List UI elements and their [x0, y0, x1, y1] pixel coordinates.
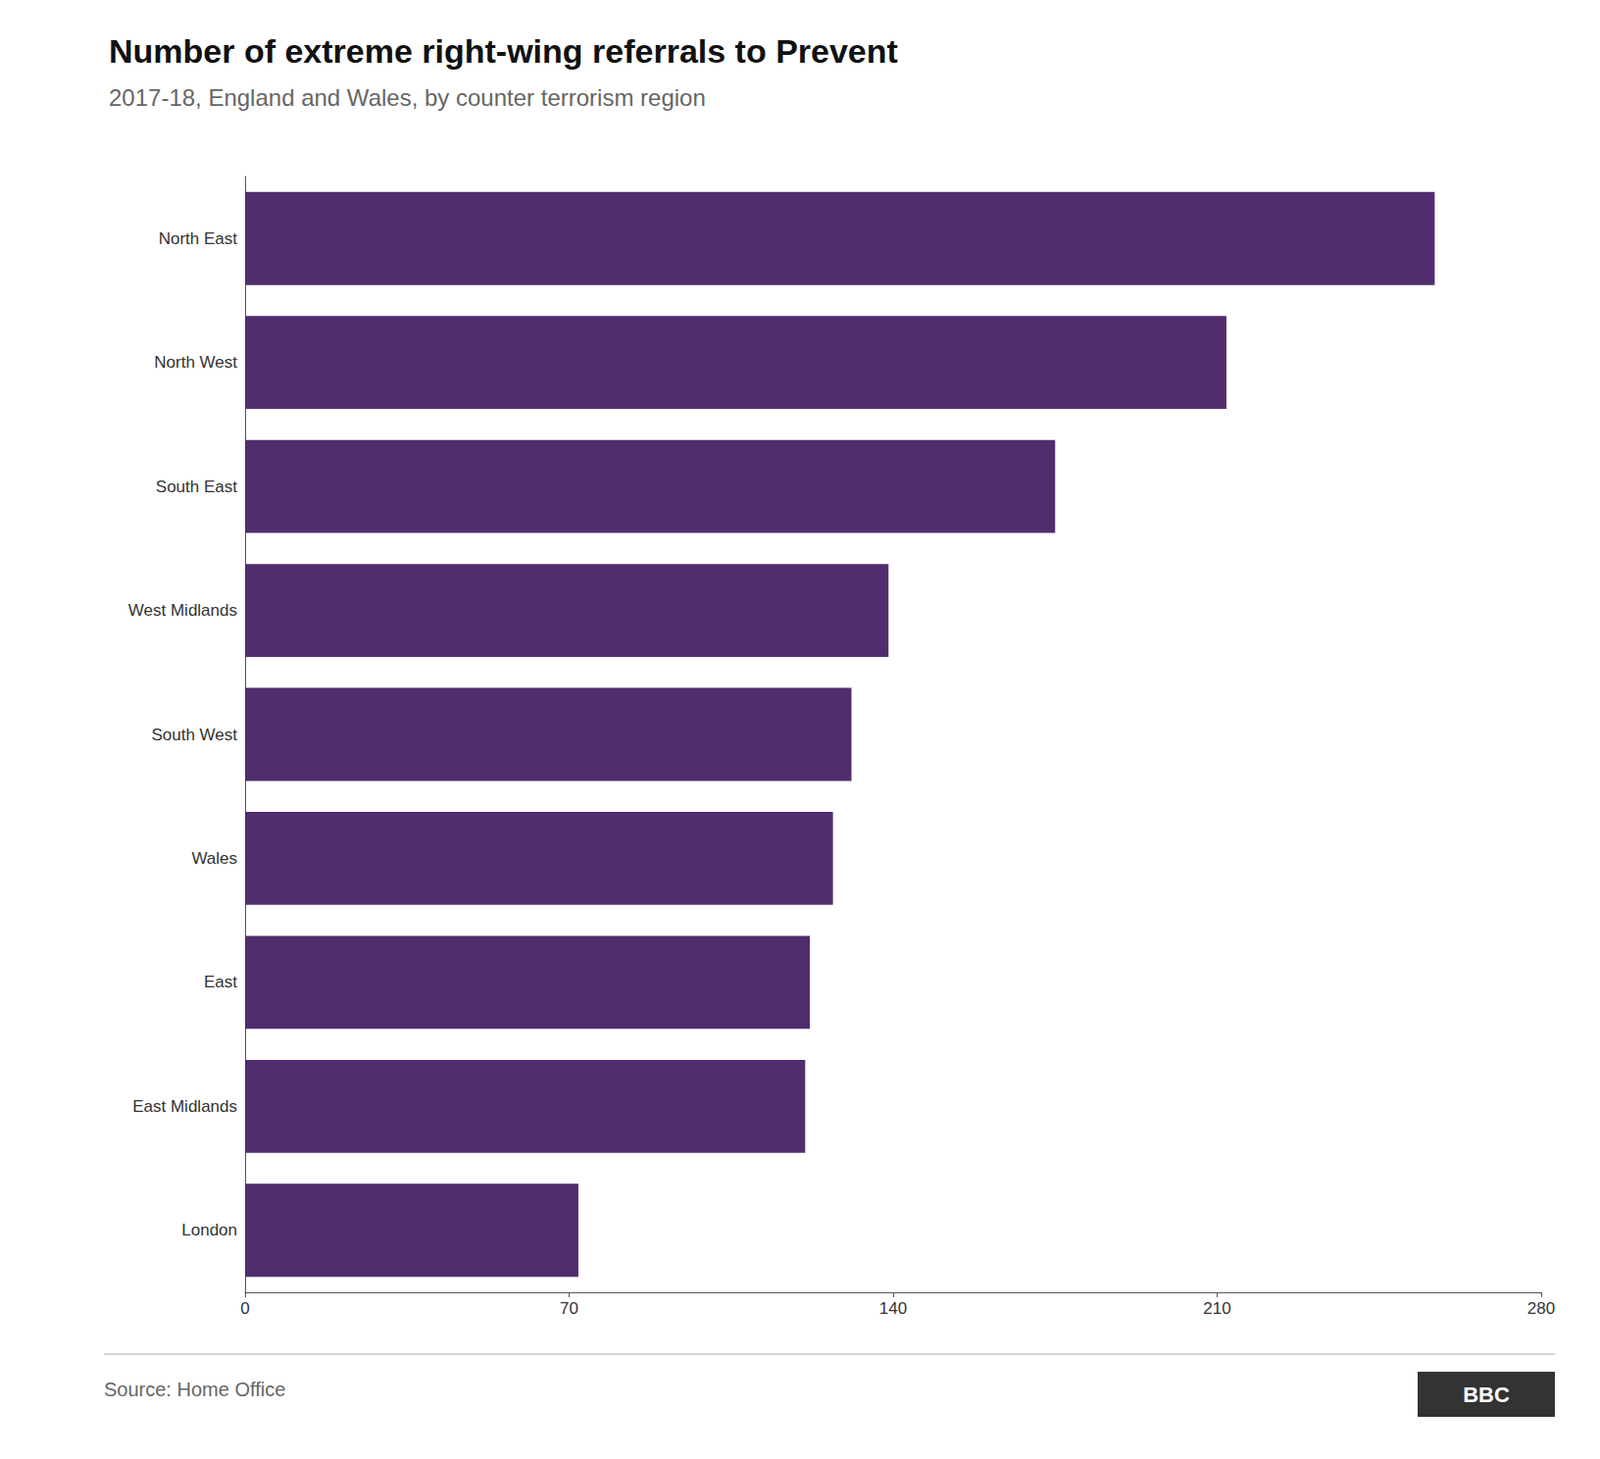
svg-text:BBC: BBC — [1462, 1382, 1510, 1407]
svg-text:2017-18, England and Wales, by: 2017-18, England and Wales, by counter t… — [108, 84, 706, 111]
svg-text:South East: South East — [155, 477, 238, 497]
svg-text:London: London — [181, 1220, 238, 1240]
svg-text:0: 0 — [240, 1299, 250, 1318]
svg-text:Number of extreme right-wing r: Number of extreme right-wing referrals t… — [108, 32, 899, 70]
svg-text:East Midlands: East Midlands — [132, 1097, 238, 1116]
svg-text:North West: North West — [153, 352, 238, 372]
svg-text:140: 140 — [879, 1299, 907, 1318]
svg-text:Wales: Wales — [191, 849, 238, 868]
svg-text:70: 70 — [559, 1299, 579, 1318]
svg-text:South West: South West — [150, 725, 238, 745]
svg-text:Source: Home Office: Source: Home Office — [103, 1378, 286, 1400]
svg-text:North East: North East — [158, 229, 239, 249]
svg-text:East: East — [203, 972, 238, 992]
svg-text:280: 280 — [1527, 1299, 1555, 1318]
svg-text:West Midlands: West Midlands — [128, 600, 238, 620]
svg-text:210: 210 — [1202, 1299, 1231, 1318]
